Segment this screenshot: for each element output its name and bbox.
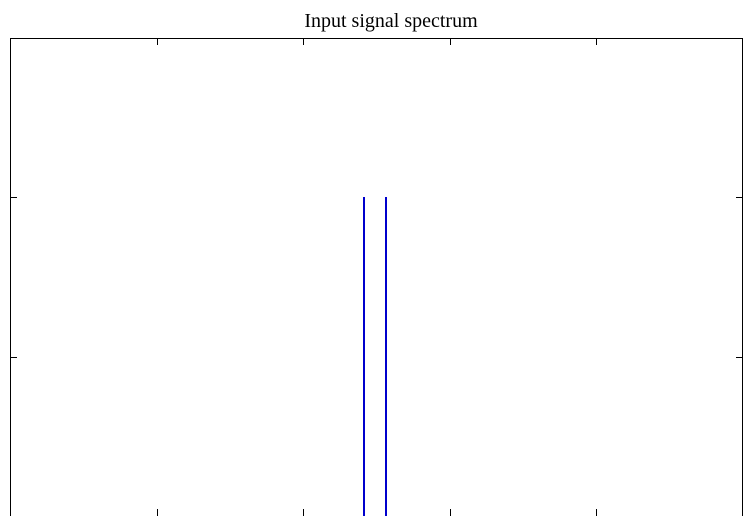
spectrum-series xyxy=(363,197,387,516)
plot-axes-frame xyxy=(10,38,743,516)
chart-title: Input signal spectrum xyxy=(304,10,478,32)
axis-ticks xyxy=(10,38,743,516)
